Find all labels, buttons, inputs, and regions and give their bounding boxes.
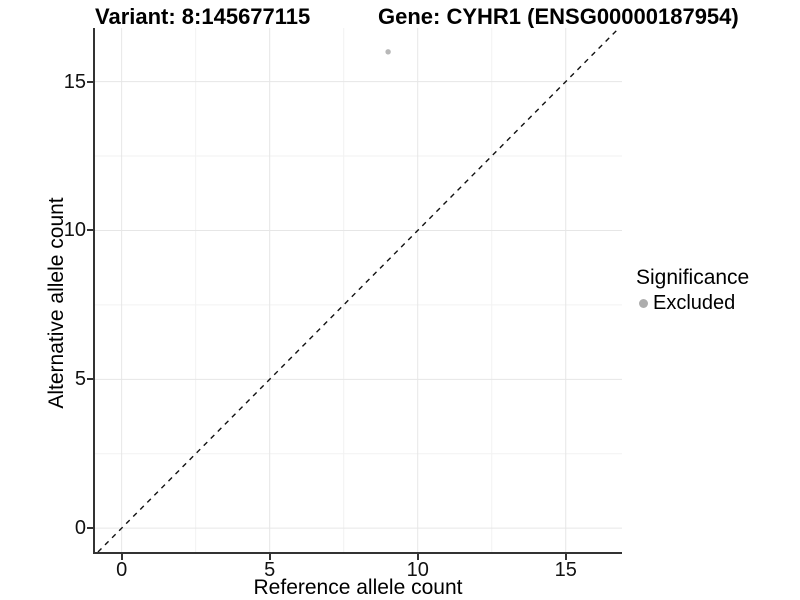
y-tick-label: 10: [63, 219, 86, 242]
x-tick-label: 0: [116, 559, 128, 581]
y-tick-label: 15: [63, 70, 86, 93]
y-tick-mark: [87, 80, 93, 83]
legend: Significance Excluded: [636, 266, 749, 315]
y-tick-mark: [87, 527, 93, 530]
x-tick-mark: [120, 554, 123, 560]
x-tick-label: 10: [406, 559, 429, 581]
legend-key-dot-icon: [639, 299, 648, 308]
y-tick-label: 0: [74, 517, 86, 540]
y-tick-label: 5: [74, 368, 86, 391]
y-axis-label: Alternative allele count: [45, 197, 68, 409]
scatter-plot-canvas: [95, 28, 622, 552]
legend-title: Significance: [636, 266, 750, 289]
legend-item-excluded: Excluded: [636, 292, 749, 315]
x-tick-label: 15: [554, 559, 577, 581]
x-tick-label: 5: [264, 559, 276, 581]
identity-dashed-line: [97, 28, 620, 552]
plot-title-gene: Gene: CYHR1 (ENSG00000187954): [378, 4, 739, 29]
y-tick-mark: [87, 229, 93, 232]
x-tick-mark: [268, 554, 271, 560]
x-tick-mark: [564, 554, 567, 560]
legend-item-label: Excluded: [653, 292, 736, 314]
plot-panel: [93, 28, 622, 554]
plot-title-variant: Variant: 8:145677115: [95, 4, 311, 29]
y-tick-mark: [87, 378, 93, 381]
x-axis-label: Reference allele count: [253, 576, 463, 599]
data-point: [385, 49, 391, 55]
x-tick-mark: [416, 554, 419, 560]
